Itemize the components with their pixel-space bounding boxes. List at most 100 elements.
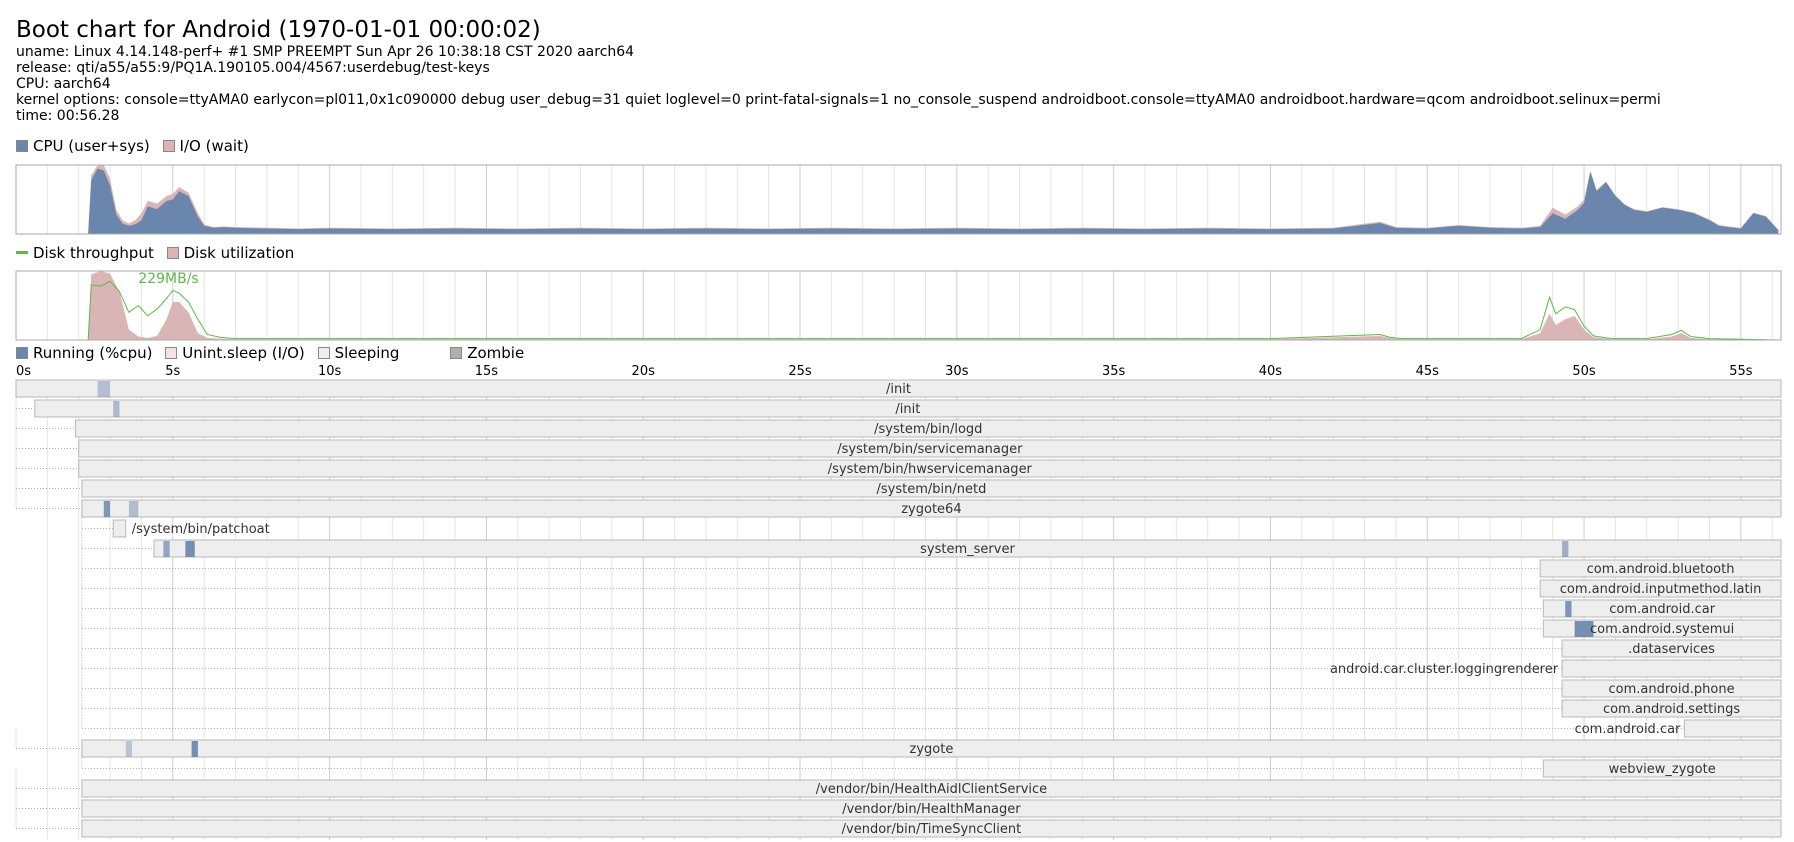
- process-running-segment: [1574, 621, 1594, 637]
- legend-label-zombie: Zombie: [467, 344, 525, 362]
- cpu-io-wait-area: [16, 165, 1779, 234]
- legend-label-sleeping: Sleeping: [334, 344, 400, 362]
- page-title: Boot chart for Android (1970-01-01 00:00…: [16, 17, 541, 43]
- legend-item-zombie: Zombie: [450, 344, 524, 362]
- time-line: time: 00:56.28: [16, 108, 120, 124]
- disk-throughput-line: [16, 280, 1782, 341]
- legend-label-cpu: CPU (user+sys): [33, 137, 150, 155]
- process-label: webview_zygote: [1609, 762, 1716, 777]
- x-tick-label: 40s: [1259, 364, 1283, 379]
- process-bar: [1561, 659, 1782, 678]
- legend-swatch-cpu: [16, 140, 28, 152]
- x-tick-label: 35s: [1102, 364, 1126, 379]
- legend-label-disk-throughput: Disk throughput: [33, 244, 154, 262]
- cpu-legend: CPU (user+sys) I/O (wait): [16, 137, 257, 155]
- process-label: .dataservices: [1628, 642, 1715, 657]
- process-label: com.android.car: [1575, 722, 1681, 737]
- cpu-chart-frame: [15, 164, 1782, 235]
- legend-swatch-running: [16, 347, 28, 359]
- legend-label-running: Running (%cpu): [33, 344, 153, 362]
- process-label: com.android.systemui: [1590, 622, 1734, 637]
- process-bar: [78, 439, 1782, 458]
- process-bar: [1561, 679, 1782, 698]
- process-label: android.car.cluster.loggingrenderer: [1330, 662, 1559, 677]
- process-bar: [153, 539, 1782, 558]
- process-running-segment: [191, 741, 198, 757]
- disk-legend: Disk throughput Disk utilization: [16, 244, 302, 262]
- process-bar: [1542, 759, 1782, 778]
- system-info: uname: Linux 4.14.148-perf+ #1 SMP PREEM…: [16, 44, 1661, 124]
- kernel-options-line: kernel options: console=ttyAMA0 earlycon…: [16, 92, 1661, 108]
- process-label: /vendor/bin/HealthAidlClientService: [816, 782, 1047, 797]
- disk-chart-frame: [15, 270, 1782, 341]
- process-label: zygote64: [901, 502, 961, 517]
- disk-chart: 229MB/s: [15, 270, 1782, 341]
- cpu-chart: [15, 164, 1782, 235]
- legend-swatch-zombie: [450, 347, 463, 359]
- process-bar: [34, 399, 1782, 418]
- x-tick-label: 50s: [1572, 364, 1596, 379]
- process-bar: [1539, 579, 1782, 598]
- process-running-segment: [1562, 541, 1569, 557]
- legend-swatch-disk-utilization: [166, 247, 179, 259]
- process-running-segment: [1565, 601, 1572, 617]
- process-label: com.android.car: [1609, 602, 1715, 617]
- process-bar: [1561, 699, 1782, 718]
- process-running-segment: [185, 541, 195, 557]
- legend-item-io: I/O (wait): [162, 137, 249, 155]
- release-line: release: qti/a55/a55:9/PQ1A.190105.004/4…: [16, 60, 490, 76]
- process-label: system_server: [920, 542, 1015, 557]
- x-tick-label: 30s: [945, 364, 969, 379]
- x-tick-label: 55s: [1729, 364, 1753, 379]
- cpu-line: CPU: aarch64: [16, 76, 111, 92]
- process-chart: 0s 5s 10s 15s 20s 25s 30s 35s 40s 45s 50s 55s/init /…: [15, 364, 1782, 840]
- legend-swatch-sleeping: [317, 347, 330, 359]
- legend-label-disk-utilization: Disk utilization: [183, 244, 295, 262]
- x-tick-label: 15s: [475, 364, 499, 379]
- disk-peak-label: 229MB/s: [138, 271, 198, 287]
- legend-item-unint-sleep: Unint.sleep (I/O): [165, 344, 305, 362]
- process-bar: [1561, 639, 1782, 658]
- process-bar: [81, 819, 1782, 838]
- legend-item-sleeping: Sleeping: [317, 344, 400, 362]
- process-label: /init: [895, 402, 920, 417]
- process-label: /system/bin/netd: [877, 482, 987, 497]
- process-bar: [75, 419, 1782, 438]
- x-tick-label: 45s: [1416, 364, 1440, 379]
- process-label: /init: [886, 382, 911, 397]
- process-running-segment: [103, 501, 111, 517]
- process-running-segment: [113, 401, 120, 417]
- x-tick-label: 20s: [632, 364, 656, 379]
- process-label: com.android.settings: [1603, 702, 1740, 717]
- legend-item-disk-throughput: Disk throughput: [16, 244, 154, 262]
- process-label: com.android.bluetooth: [1587, 562, 1735, 577]
- process-label: com.android.phone: [1609, 682, 1735, 697]
- process-bar: [81, 779, 1782, 798]
- legend-label-io: I/O (wait): [179, 137, 249, 155]
- process-bar: [81, 799, 1782, 818]
- process-bar: [78, 459, 1782, 478]
- process-bar: [1683, 719, 1782, 738]
- process-running-segment: [125, 741, 133, 757]
- legend-label-unint-sleep: Unint.sleep (I/O): [182, 344, 305, 362]
- process-label: /system/bin/patchoat: [132, 522, 270, 537]
- disk-utilization-area: [16, 271, 1781, 340]
- process-label: /system/bin/hwservicemanager: [828, 462, 1033, 477]
- x-tick-label: 5s: [165, 364, 180, 379]
- process-running-segment: [97, 381, 111, 397]
- process-label: /vendor/bin/HealthManager: [842, 802, 1021, 817]
- legend-item-running: Running (%cpu): [16, 344, 152, 362]
- process-running-segment: [128, 501, 139, 517]
- legend-swatch-disk-throughput: [16, 251, 28, 254]
- process-running-segment: [163, 541, 170, 557]
- legend-item-cpu: CPU (user+sys): [16, 137, 150, 155]
- process-label: /vendor/bin/TimeSyncClient: [842, 822, 1022, 837]
- process-label: /system/bin/servicemanager: [837, 442, 1023, 457]
- x-tick-label: 10s: [318, 364, 342, 379]
- x-tick-label: 0s: [16, 364, 31, 379]
- process-bar: [1539, 559, 1782, 578]
- process-label: /system/bin/logd: [874, 422, 982, 437]
- process-bar: [1542, 619, 1782, 638]
- uname-line: uname: Linux 4.14.148-perf+ #1 SMP PREEM…: [16, 44, 635, 60]
